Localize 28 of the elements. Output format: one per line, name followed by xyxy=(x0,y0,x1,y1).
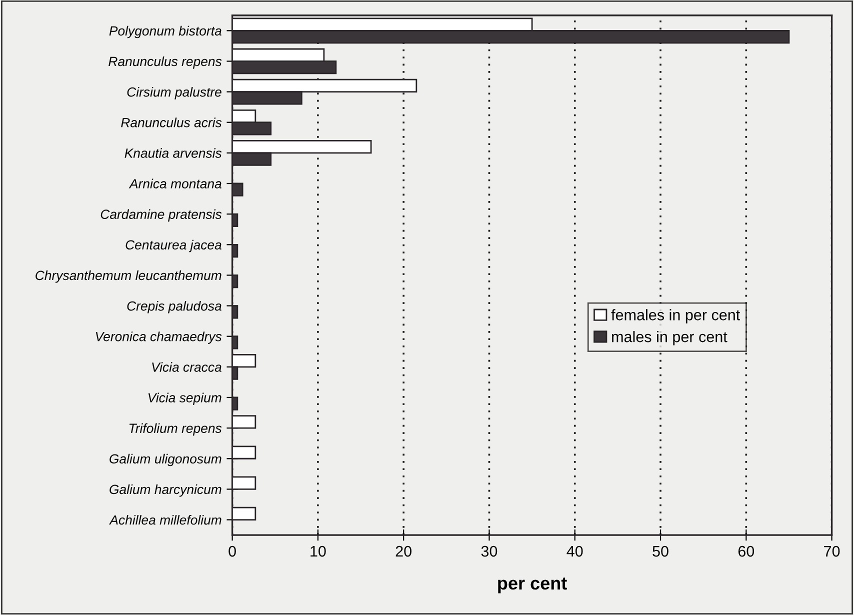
y-tick-label: Cirsium palustre xyxy=(127,87,222,100)
y-tick-label: Achillea millefolium xyxy=(109,514,222,525)
x-tick-label: 0 xyxy=(228,546,236,557)
x-tick-label: 70 xyxy=(824,546,840,557)
x-tick-label: 40 xyxy=(566,546,583,557)
y-tick-label: Crepis paludosa xyxy=(127,301,222,314)
x-axis-title: per cent xyxy=(498,578,567,594)
y-tick-label: Veronica chamaedrys xyxy=(96,332,222,344)
x-tick-label: 10 xyxy=(310,546,326,557)
y-tick-label: Ranunculus acris xyxy=(121,118,222,128)
x-tick-label: 60 xyxy=(738,546,754,557)
y-tick-label: Vicia sepium xyxy=(148,392,222,406)
y-tick-label: Polygonum bistorta xyxy=(109,26,222,38)
y-tick-label: Trifolium repens xyxy=(129,423,222,436)
legend-label: females in per cent xyxy=(611,309,740,324)
x-tick-label: 30 xyxy=(481,546,498,557)
x-tick-label: 20 xyxy=(396,546,412,557)
y-tick-label: Galium uligonosum xyxy=(110,454,222,466)
y-tick-label: Vicia cracca xyxy=(152,362,222,372)
y-tick-label: Cardamine pratensis xyxy=(100,209,222,222)
y-tick-label: Chrysanthemum leucanthemum xyxy=(36,270,222,283)
y-tick-label: Galium harcynicum xyxy=(110,484,222,497)
legend-label: males in per cent xyxy=(612,331,728,346)
y-tick-label: Arnica montana xyxy=(128,178,222,188)
x-tick-label: 50 xyxy=(652,546,668,557)
y-tick-label: Knautia arvensis xyxy=(124,148,222,158)
y-tick-label: Centaurea jacea xyxy=(126,240,222,252)
y-tick-label: Ranunculus repens xyxy=(108,56,222,69)
